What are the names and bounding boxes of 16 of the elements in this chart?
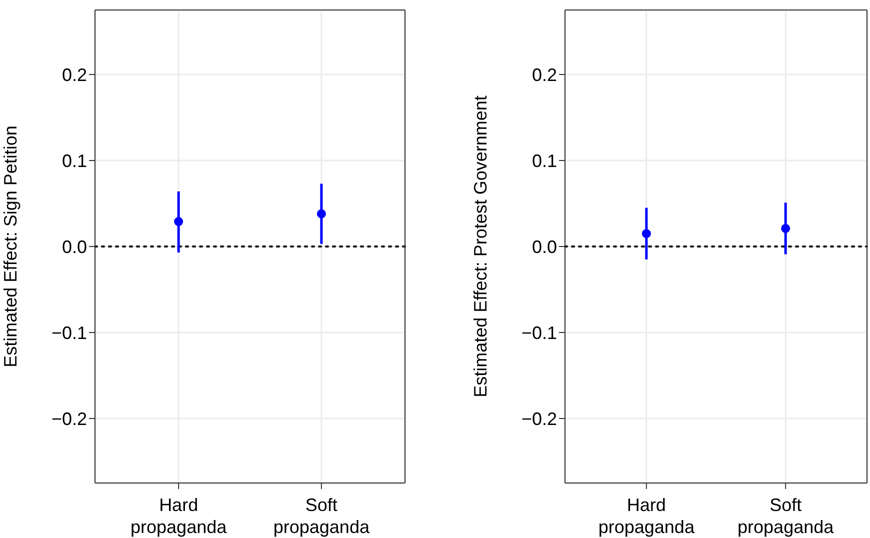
y-tick-label: −0.2	[51, 408, 87, 429]
x-tick-label: Hard propaganda	[598, 495, 696, 537]
x-tick-label: Soft propaganda	[738, 495, 835, 537]
y-tick-label: 0.0	[62, 236, 87, 257]
y-tick-label: −0.2	[521, 408, 557, 429]
x-tick-label: Soft propaganda	[273, 495, 370, 537]
y-tick-label: 0.1	[62, 150, 87, 171]
y-tick-label: −0.1	[521, 322, 557, 343]
y-tick-label: 0.1	[532, 150, 557, 171]
x-tick-label: Hard propaganda	[130, 495, 228, 537]
y-tick-label: 0.2	[62, 64, 87, 85]
y-tick-label: −0.1	[51, 322, 87, 343]
y-axis-title: Estimated Effect: Sign Petition	[0, 126, 20, 368]
y-axis-title: Estimated Effect: Protest Government	[470, 96, 490, 398]
y-tick-label: 0.0	[532, 236, 557, 257]
y-tick-label: 0.2	[532, 64, 557, 85]
